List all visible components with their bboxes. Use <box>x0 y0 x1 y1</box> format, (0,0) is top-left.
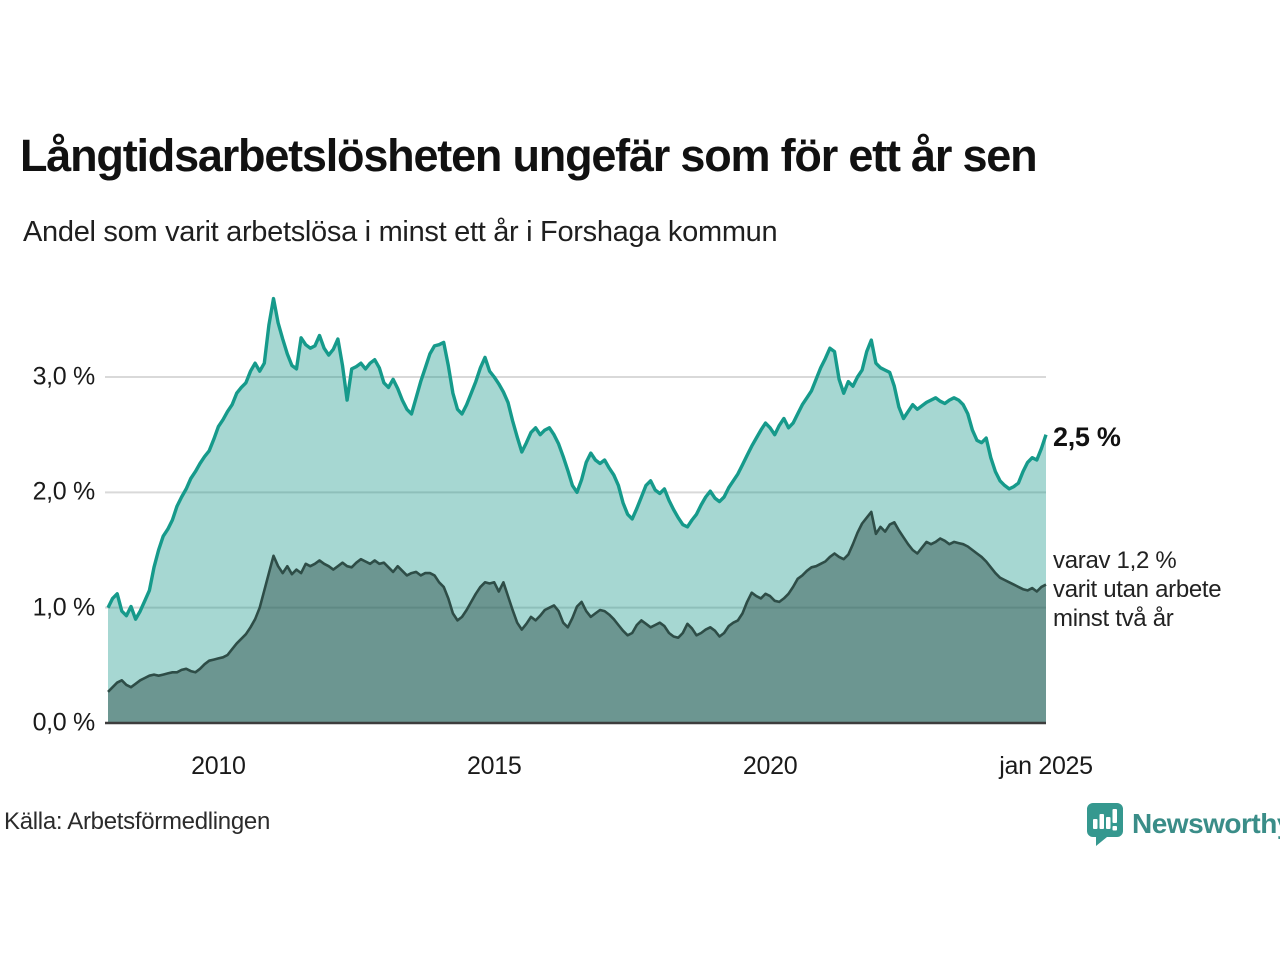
newsworthy-logo: Newsworthy <box>1086 802 1280 846</box>
series-end-note: varav 1,2 % varit utan arbete minst två år <box>1053 546 1222 633</box>
x-tick-label: 2010 <box>191 752 246 780</box>
source-text: Källa: Arbetsförmedlingen <box>4 808 270 835</box>
series-end-value-label: 2,5 % <box>1053 422 1121 452</box>
area-fill-min-one-year <box>108 298 1046 723</box>
page-title: Långtidsarbetslösheten ungefär som för e… <box>20 130 1038 181</box>
series-end-note-line: varit utan arbete <box>1053 576 1222 603</box>
x-tick-label: jan 2025 <box>999 752 1093 780</box>
y-tick-label: 0,0 % <box>32 708 96 737</box>
x-tick-label: 2015 <box>467 752 522 780</box>
newsworthy-bubble-chart-icon <box>1087 803 1123 846</box>
line-min-one-year <box>106 296 1048 621</box>
area-fill-min-two-years <box>108 511 1046 723</box>
y-tick-label: 1,0 % <box>32 593 96 622</box>
series-end-note-line: varav 1,2 % <box>1053 547 1177 574</box>
page-subtitle: Andel som varit arbetslösa i minst ett å… <box>23 216 778 248</box>
x-tick-label: 2020 <box>742 752 798 780</box>
y-tick-label: 3,0 % <box>32 362 96 391</box>
series-end-note-line: minst två år <box>1053 605 1174 632</box>
line-min-two-years <box>107 510 1047 693</box>
brand-name: Newsworthy <box>1132 808 1280 839</box>
y-tick-label: 2,0 % <box>32 477 96 506</box>
